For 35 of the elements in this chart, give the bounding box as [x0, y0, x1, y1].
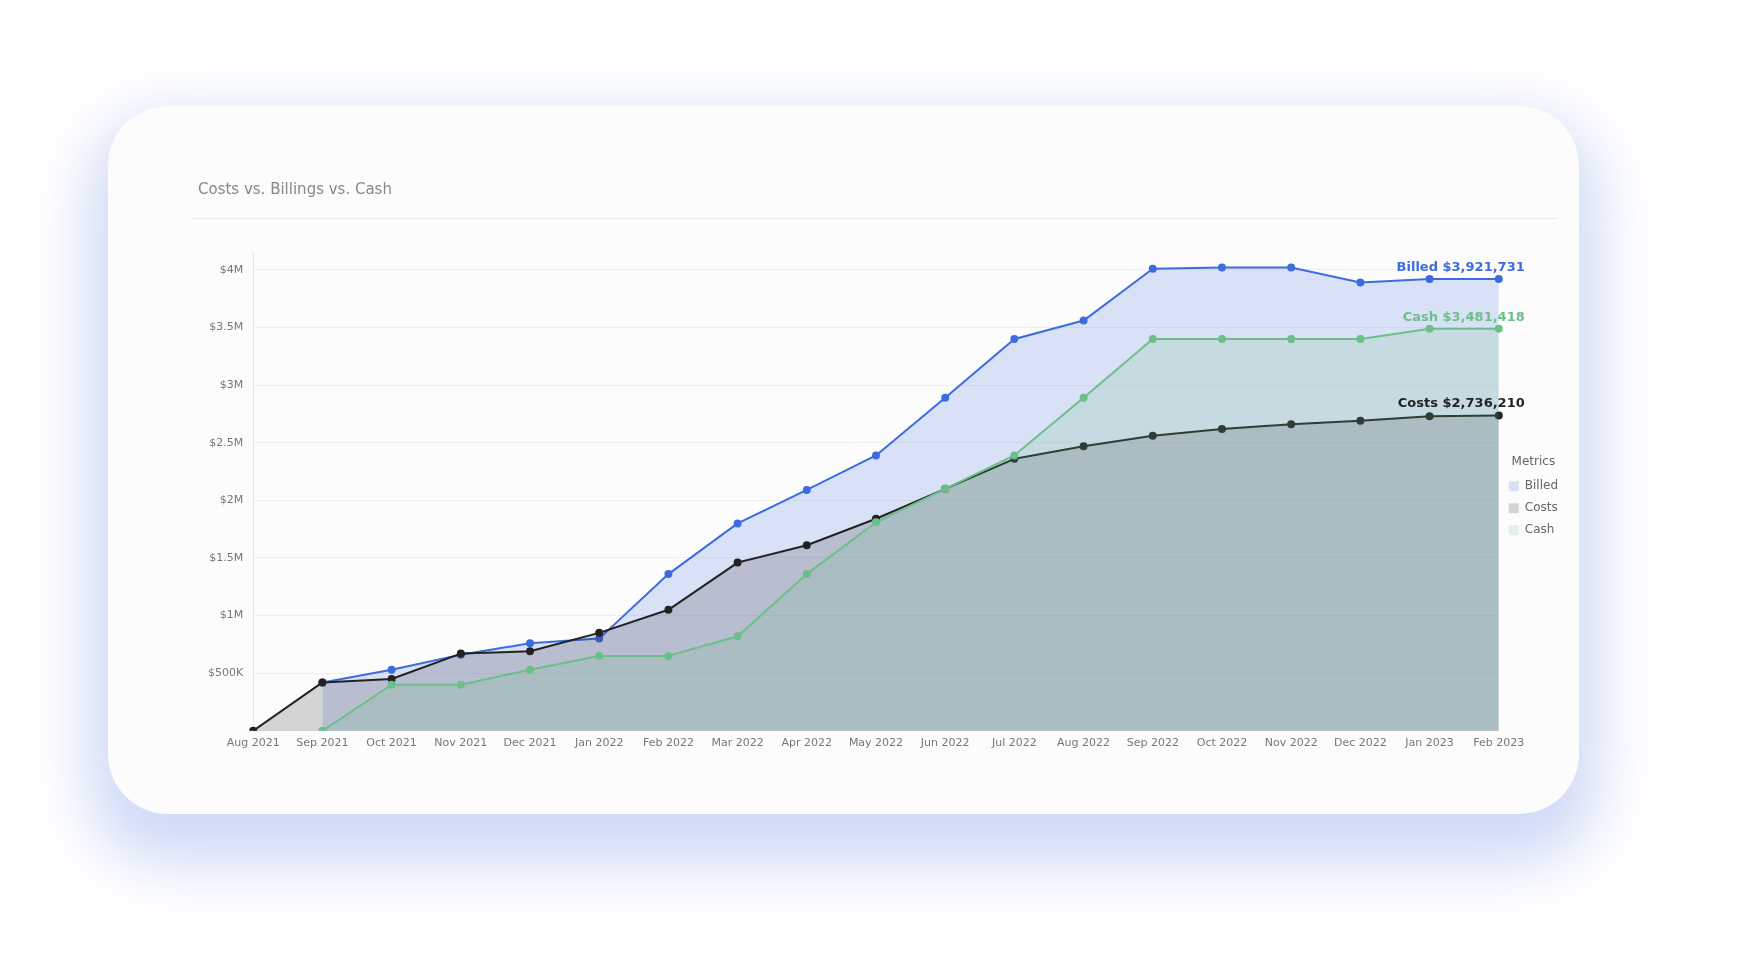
x-tick-label: Sep 2022 — [1126, 736, 1179, 750]
x-tick-label: Jun 2022 — [919, 736, 970, 750]
y-tick-label: $3.5M — [209, 320, 244, 334]
x-tick-label: Dec 2021 — [503, 736, 557, 750]
x-tick-label: Feb 2023 — [1473, 736, 1525, 750]
x-tick-label: Aug 2022 — [1057, 736, 1111, 750]
y-tick-label: $2M — [219, 493, 244, 507]
chart-title: Costs vs. Billings vs. Cash — [198, 180, 392, 198]
y-tick-label: $1M — [219, 608, 244, 622]
x-tick-label: Nov 2021 — [434, 736, 488, 750]
annotation: Billed $3,921,731 — [1396, 258, 1525, 274]
legend-label: Billed — [1524, 478, 1558, 493]
x-tick-label: Nov 2022 — [1264, 736, 1318, 750]
y-tick-label: $1.5M — [209, 550, 244, 564]
x-tick-label: Jul 2022 — [991, 736, 1037, 750]
annotation: Cash $3,481,418 — [1402, 308, 1525, 324]
x-tick-label: Sep 2021 — [296, 736, 349, 750]
legend-label: Costs — [1524, 500, 1558, 515]
x-tick-label: Oct 2021 — [366, 736, 417, 750]
y-tick-label: $4M — [219, 262, 244, 276]
y-tick-label: $500K — [207, 666, 244, 680]
x-tick-label: Dec 2022 — [1333, 736, 1387, 750]
x-tick-label: Jan 2022 — [573, 736, 624, 750]
x-tick-label: May 2022 — [848, 736, 904, 750]
y-tick-label: $3M — [219, 377, 244, 391]
x-tick-label: Mar 2022 — [711, 736, 764, 750]
x-tick-label: Oct 2022 — [1196, 736, 1248, 750]
y-tick-label: $2.5M — [209, 435, 244, 449]
annotation: Costs $2,736,210 — [1397, 395, 1525, 411]
legend-title: Metrics — [1511, 453, 1556, 468]
x-tick-label: Aug 2021 — [226, 736, 280, 750]
x-tick-label: Feb 2022 — [642, 736, 694, 750]
x-tick-label: Apr 2022 — [781, 736, 833, 750]
legend-label: Cash — [1524, 522, 1555, 537]
x-tick-label: Jan 2023 — [1404, 736, 1454, 750]
